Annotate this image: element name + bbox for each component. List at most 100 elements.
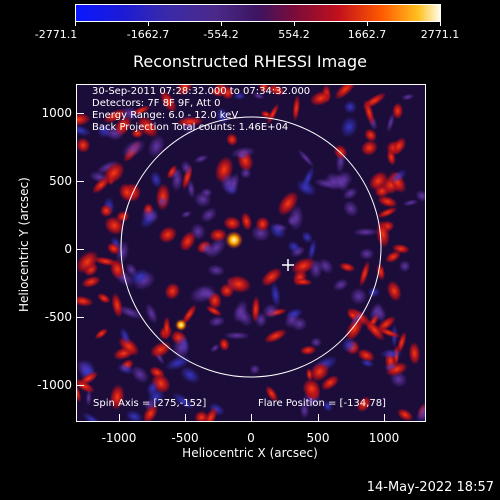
intensity-blob [203, 407, 218, 421]
intensity-blob [145, 303, 158, 325]
intensity-blob [385, 250, 401, 263]
intensity-blob [252, 92, 265, 100]
intensity-blob [215, 107, 230, 125]
intensity-blob [359, 247, 375, 260]
intensity-blob [141, 207, 160, 223]
intensity-blob [119, 327, 131, 345]
intensity-blob [144, 398, 157, 411]
intensity-blob [306, 367, 313, 382]
intensity-blob [146, 380, 159, 396]
intensity-blob [158, 226, 177, 244]
intensity-blob [309, 90, 332, 106]
intensity-blob [240, 167, 252, 179]
info-energy-range: Energy Range: 6.0 - 12.0 keV [92, 110, 239, 121]
image-title: Reconstructed RHESSI Image [133, 52, 367, 71]
intensity-blob [363, 99, 375, 126]
x-axis-title: Heliocentric X (arcsec) [182, 446, 318, 460]
x-tick [185, 414, 186, 422]
x-tick [251, 414, 252, 422]
intensity-blob [81, 276, 101, 288]
intensity-blob [408, 341, 421, 365]
intensity-blob [81, 412, 103, 421]
intensity-blob [261, 267, 283, 287]
intensity-blob [132, 105, 151, 116]
intensity-blob [293, 277, 313, 286]
intensity-blob [94, 328, 108, 340]
intensity-blob [301, 166, 315, 192]
intensity-blob [292, 94, 301, 122]
intensity-blob [288, 204, 304, 231]
intensity-blob [357, 348, 375, 362]
intensity-blob [249, 364, 261, 375]
intensity-blob [415, 189, 425, 202]
intensity-blob [254, 312, 268, 328]
intensity-blob [233, 92, 246, 100]
intensity-blob [265, 385, 279, 403]
intensity-blob [207, 264, 226, 277]
x-tick [384, 414, 385, 422]
intensity-blob [77, 124, 92, 137]
intensity-blob [240, 212, 253, 231]
intensity-blob [374, 305, 387, 323]
intensity-blob [157, 196, 168, 208]
intensity-blob [307, 239, 317, 261]
y-tick [76, 317, 84, 318]
intensity-blob [392, 137, 407, 155]
x-tick-label: 0 [247, 431, 255, 445]
intensity-blob [103, 161, 125, 184]
intensity-blob [77, 250, 99, 274]
intensity-blob [360, 359, 375, 368]
solar-map-image [77, 85, 425, 421]
intensity-blob [266, 103, 280, 125]
intensity-blob [376, 207, 398, 219]
intensity-blob [77, 295, 94, 307]
intensity-blob [171, 392, 195, 410]
intensity-blob [415, 400, 425, 421]
info-detectors: Detectors: 7F 8F 9F, Att 0 [92, 98, 221, 109]
intensity-blobs [77, 85, 425, 421]
intensity-blob [176, 85, 193, 96]
intensity-blob [230, 146, 256, 159]
intensity-blob [310, 337, 322, 348]
y-tick [76, 249, 84, 250]
intensity-blob [260, 110, 272, 119]
x-tick [318, 414, 319, 422]
intensity-blob [267, 85, 286, 96]
y-axis-title: Heliocentric Y (arcsec) [17, 177, 31, 312]
y-tick [76, 113, 84, 114]
intensity-blob [396, 331, 407, 354]
x-tick-label: -500 [171, 431, 199, 445]
intensity-blob [159, 90, 177, 113]
intensity-blob [147, 134, 166, 158]
intensity-blob [335, 171, 353, 188]
intensity-blob [398, 260, 411, 273]
colorbar-tick [221, 22, 222, 26]
intensity-blob [111, 292, 123, 318]
flare-source [225, 231, 243, 249]
colorbar-label: -1662.7 [126, 28, 170, 41]
intensity-blob [364, 128, 378, 142]
intensity-blob [360, 140, 378, 156]
intensity-blob [270, 281, 281, 308]
spin-axis-cross-icon [282, 259, 294, 271]
intensity-blob [376, 327, 401, 339]
colorbar-tick [75, 22, 76, 26]
intensity-blob [116, 210, 130, 223]
y-tick-label: 500 [49, 174, 72, 188]
intensity-blob [104, 126, 124, 141]
intensity-blob [85, 389, 92, 407]
intensity-blob [181, 304, 197, 325]
info-time-range: 30-Sep-2011 07:28:32.000 to 07:34:32.000 [92, 86, 311, 97]
x-tick [119, 414, 120, 422]
intensity-blob [78, 371, 99, 386]
intensity-blob [200, 188, 213, 198]
intensity-blob [130, 365, 150, 384]
intensity-blob [339, 262, 356, 272]
intensity-blob [392, 102, 404, 120]
intensity-blob [226, 133, 238, 146]
intensity-blob [225, 275, 252, 294]
intensity-blob [189, 284, 217, 304]
intensity-blob [117, 363, 134, 375]
y-tick-label: 0 [64, 242, 72, 256]
intensity-blob [234, 306, 253, 327]
